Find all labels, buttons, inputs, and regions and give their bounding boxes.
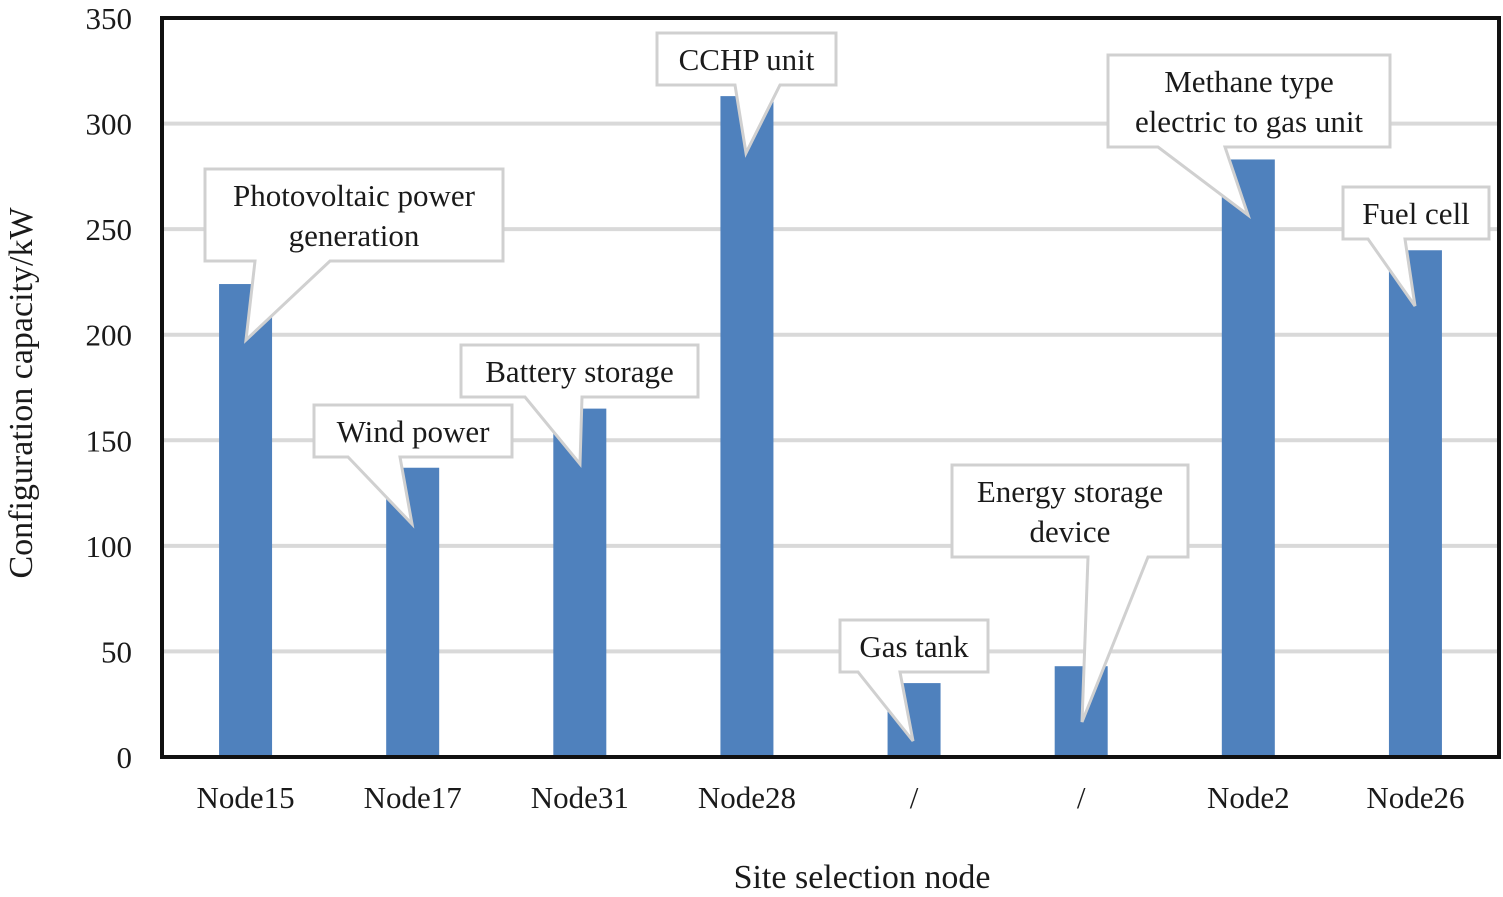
bar [219, 284, 273, 757]
y-axis-title: Configuration capacity/kW [3, 207, 40, 579]
x-axis-title: Site selection node [734, 859, 991, 896]
x-tick-label: Node28 [698, 780, 796, 815]
callout-label: CCHP unit [679, 42, 815, 77]
callout-shape [950, 463, 1190, 723]
y-tick-label: 250 [86, 212, 133, 247]
callout: Energy storage device [950, 463, 1190, 723]
callout-label: Energy storage [977, 474, 1163, 509]
callout: Gas tank [838, 618, 990, 742]
y-tick-label: 100 [86, 529, 133, 564]
callout-shape [459, 343, 700, 469]
x-tick-label: Node17 [364, 780, 462, 815]
callout: Fuel cell [1341, 185, 1491, 307]
bar [1221, 159, 1275, 758]
bar [1388, 250, 1442, 757]
callout-label: Photovoltaic power [233, 178, 476, 213]
callout-shape [312, 403, 514, 529]
x-tick-label: Node15 [196, 780, 294, 815]
bars [219, 96, 1442, 758]
y-tick-label: 150 [86, 423, 133, 458]
bar [553, 408, 607, 757]
callout-label: Fuel cell [1362, 196, 1470, 231]
callout: Battery storage [459, 343, 700, 469]
callout-label: Methane type [1164, 64, 1334, 99]
y-tick-label: 0 [117, 740, 133, 775]
x-tick-label: Node2 [1207, 780, 1290, 815]
callout-shape [203, 167, 505, 344]
callout-shape [1106, 53, 1392, 220]
callout-label: Gas tank [859, 629, 969, 664]
y-tick-label: 350 [86, 1, 133, 36]
x-tick-label: Node26 [1366, 780, 1464, 815]
callouts: Photovoltaic power generation Wind power Ba… [203, 31, 1491, 742]
callout: Photovoltaic power generation [203, 167, 505, 344]
callout-label: device [1030, 514, 1111, 549]
y-tick-label: 200 [86, 318, 133, 353]
x-tick-label: / [910, 780, 919, 815]
callout: CCHP unit [655, 31, 838, 158]
bar [720, 96, 774, 757]
callout: Methane type electric to gas unit [1106, 53, 1392, 220]
x-tick-label: / [1077, 780, 1086, 815]
y-tick-label: 50 [101, 634, 132, 669]
plot-frame [160, 16, 1501, 759]
callout-label: Wind power [337, 414, 491, 449]
x-tick-label: Node31 [531, 780, 629, 815]
callout-shape [1341, 185, 1491, 307]
callout-shape [838, 618, 990, 742]
callout: Wind power [312, 403, 514, 529]
bar [386, 467, 440, 757]
x-tick-labels: Node15 Node17 Node31 Node28 / / Node2 Node26 [196, 780, 1464, 815]
callout-label: generation [289, 218, 420, 253]
callout-label: electric to gas unit [1135, 104, 1363, 139]
y-tick-labels: 0 50 100 150 200 250 300 350 [86, 1, 133, 775]
y-tick-label: 300 [86, 107, 133, 142]
callout-label: Battery storage [485, 354, 674, 389]
callout-shape [655, 31, 838, 158]
